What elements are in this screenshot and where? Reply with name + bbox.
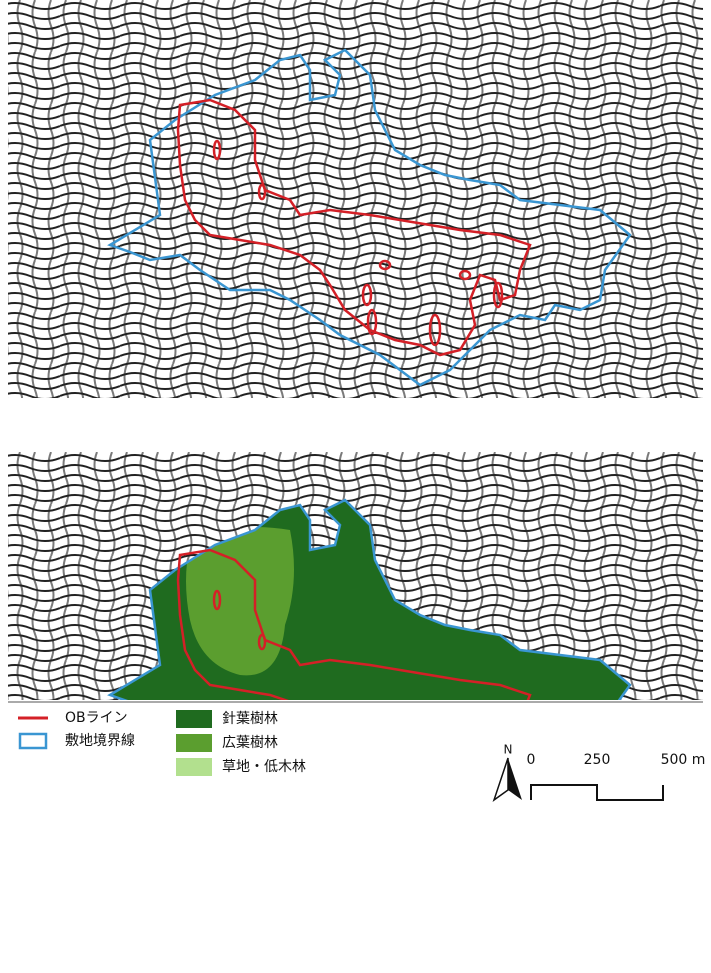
legend-label: OBライン [65,710,128,726]
north-arrow [508,758,522,800]
legend-swatch [176,710,212,728]
legend-label: 草地・低木林 [222,759,306,775]
map-top [8,0,703,398]
legend-swatch [176,758,212,776]
map-bottom [8,452,703,850]
scale-label: 250 [584,752,611,768]
north-label: N [504,743,513,757]
legend-label: 広葉樹林 [222,735,278,751]
grass-zone [285,705,490,850]
legend-label: 針葉樹林 [222,711,278,727]
north-arrow [492,757,509,802]
legend-swatch [18,732,48,750]
scale-bar [530,784,664,801]
legend: OBライン 敷地境界線 針葉樹林 広葉樹林 草地・低木林 N 0 250 500… [8,701,706,802]
scale-label: 500 m [661,752,706,768]
scale-label: 0 [527,752,536,768]
broadleaf-zone [186,527,294,676]
legend-swatch [176,734,212,752]
legend-label: 敷地境界線 [65,733,135,749]
